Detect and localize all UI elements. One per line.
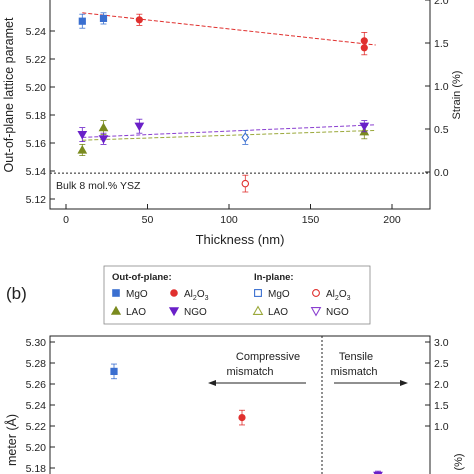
legend-label: MgO xyxy=(126,289,148,300)
tensile-label-line1: Tensile xyxy=(339,351,373,363)
tensile-arrowhead xyxy=(400,380,408,386)
trend-line xyxy=(82,12,376,46)
y2-tick-label: 2.0 xyxy=(434,0,449,7)
data-point-mgo-out-of-plane xyxy=(78,17,86,25)
data-point-lao-out-of-plane xyxy=(77,144,88,154)
tensile-label-line2: mismatch xyxy=(330,366,377,378)
panel-b-y2-tick-label: 3.0 xyxy=(434,337,449,349)
legend-label: LAO xyxy=(268,307,288,318)
legend: Out-of-plane: In-plane: MgO Al2O3 MgO Al2O3… xyxy=(103,265,371,325)
panel-b-y-tick-label: 5.18 xyxy=(26,463,47,474)
data-point-ngo-out-of-plane xyxy=(98,135,109,144)
legend-marker xyxy=(310,307,322,317)
x-axis-label: Thickness (nm) xyxy=(196,232,285,247)
panel-b-y2-tick-label: 2.5 xyxy=(434,358,449,370)
data-point-mgo-out-of-plane xyxy=(99,14,108,22)
legend-marker xyxy=(254,289,262,297)
data-points xyxy=(77,12,370,193)
panel-b-y-tick-label: 5.24 xyxy=(26,400,47,412)
legend-entries: MgO Al2O3 MgO Al2O3 LAO NGO LAO NGO xyxy=(110,289,351,318)
panel-b-y2-tick-label: 2.0 xyxy=(434,379,449,391)
panel-b-y-axis-ticks: 5.18 5.20 5.22 5.24 5.26 5.28 5.30 xyxy=(26,337,55,474)
legend-marker xyxy=(168,307,180,317)
y-axis-label: Out-of-plane lattice paramet xyxy=(2,17,16,172)
data-point-al2o3-out-of-plane xyxy=(135,16,143,24)
panel-b-y-tick-label: 5.26 xyxy=(26,379,47,391)
panel-b-y-tick-label: 5.20 xyxy=(26,442,47,454)
legend-label: Al2O3 xyxy=(184,289,209,302)
legend-label: Al2O3 xyxy=(326,289,351,302)
panel-b-data-points xyxy=(110,363,383,474)
x-tick-label: 100 xyxy=(220,214,238,226)
y2-tick-label: 0.0 xyxy=(434,167,449,179)
panel-a: Bulk 8 mol.% YSZ 5.12 5.14 5.16 5.18 5.20 5.2… xyxy=(2,0,463,247)
legend-marker xyxy=(110,305,122,315)
legend-marker xyxy=(252,305,264,315)
legend-label: NGO xyxy=(184,307,207,318)
panel-b-data-point-al2o3 xyxy=(238,413,246,422)
panel-b-y2-axis-ticks: 1.0 1.5 2.0 2.5 3.0 xyxy=(425,337,449,433)
y2-tick-label: 1.0 xyxy=(434,81,449,93)
panel-b-y2-tick-label: 1.5 xyxy=(434,400,449,412)
data-point-ngo-out-of-plane xyxy=(77,131,88,140)
y-tick-label: 5.18 xyxy=(26,110,47,122)
legend-box xyxy=(103,265,371,325)
y2-tick-label: 0.5 xyxy=(434,124,449,136)
y2-axis-label: Strain (%) xyxy=(451,71,463,120)
x-tick-label: 150 xyxy=(302,214,320,226)
x-tick-label: 200 xyxy=(383,214,401,226)
legend-label: MgO xyxy=(268,289,290,300)
compressive-label-line1: Compressive xyxy=(236,351,300,363)
legend-heading-in-plane: In-plane: xyxy=(254,272,294,283)
legend-label: NGO xyxy=(326,307,349,318)
compressive-arrowhead xyxy=(208,380,216,386)
bulk-reference-label: Bulk 8 mol.% YSZ xyxy=(56,180,141,192)
panel-b-y-axis-label: meter (Å) xyxy=(4,414,19,466)
data-point-lao-out-of-plane xyxy=(98,122,109,132)
data-point-ngo-out-of-plane xyxy=(359,122,370,132)
panel-b-y-tick-label: 5.22 xyxy=(26,421,47,433)
data-point-al2o3-in-plane xyxy=(241,179,250,188)
y-tick-label: 5.16 xyxy=(26,138,47,150)
trend-line xyxy=(82,124,376,138)
panel-b-label: (b) xyxy=(6,284,27,303)
y-axis-ticks: 5.12 5.14 5.16 5.18 5.20 5.22 5.24 xyxy=(26,26,55,206)
legend-marker xyxy=(312,289,320,297)
y-tick-label: 5.14 xyxy=(26,166,47,178)
y-tick-label: 5.22 xyxy=(26,54,47,66)
x-tick-label: 50 xyxy=(142,214,154,226)
legend-heading-out-of-plane: Out-of-plane: xyxy=(112,272,172,283)
data-point-mgo-in-plane xyxy=(241,132,250,143)
panel-b-y-tick-label: 5.28 xyxy=(26,358,47,370)
x-tick-label: 0 xyxy=(63,214,69,226)
y-tick-label: 5.12 xyxy=(26,194,47,206)
legend-marker xyxy=(112,289,120,297)
y-tick-label: 5.20 xyxy=(26,82,47,94)
trend-lines xyxy=(82,12,376,141)
panel-b-data-point-mgo xyxy=(110,367,118,376)
x-axis-ticks: 0 50 100 150 200 xyxy=(63,204,401,226)
legend-label: LAO xyxy=(126,307,146,318)
y2-axis-ticks: 0.0 0.5 1.0 1.5 2.0 xyxy=(425,0,449,179)
panel-b: Compressive mismatch Tensile mismatch 5.… xyxy=(4,335,465,474)
panel-b-y2-axis-label: (%) xyxy=(453,453,465,470)
compressive-label-line2: mismatch xyxy=(226,366,273,378)
y2-tick-label: 1.5 xyxy=(434,38,449,50)
panel-b-y-tick-label: 5.30 xyxy=(26,337,47,349)
data-point-ngo-out-of-plane xyxy=(134,122,145,132)
panel-b-y2-tick-label: 1.0 xyxy=(434,421,449,433)
legend-marker xyxy=(170,289,178,297)
data-point-al2o3-out-of-plane xyxy=(360,44,368,52)
y-tick-label: 5.24 xyxy=(26,26,47,38)
panel-a-plot-frame xyxy=(49,0,431,210)
trend-line xyxy=(82,129,376,141)
panel-b-plot-frame xyxy=(49,335,431,474)
